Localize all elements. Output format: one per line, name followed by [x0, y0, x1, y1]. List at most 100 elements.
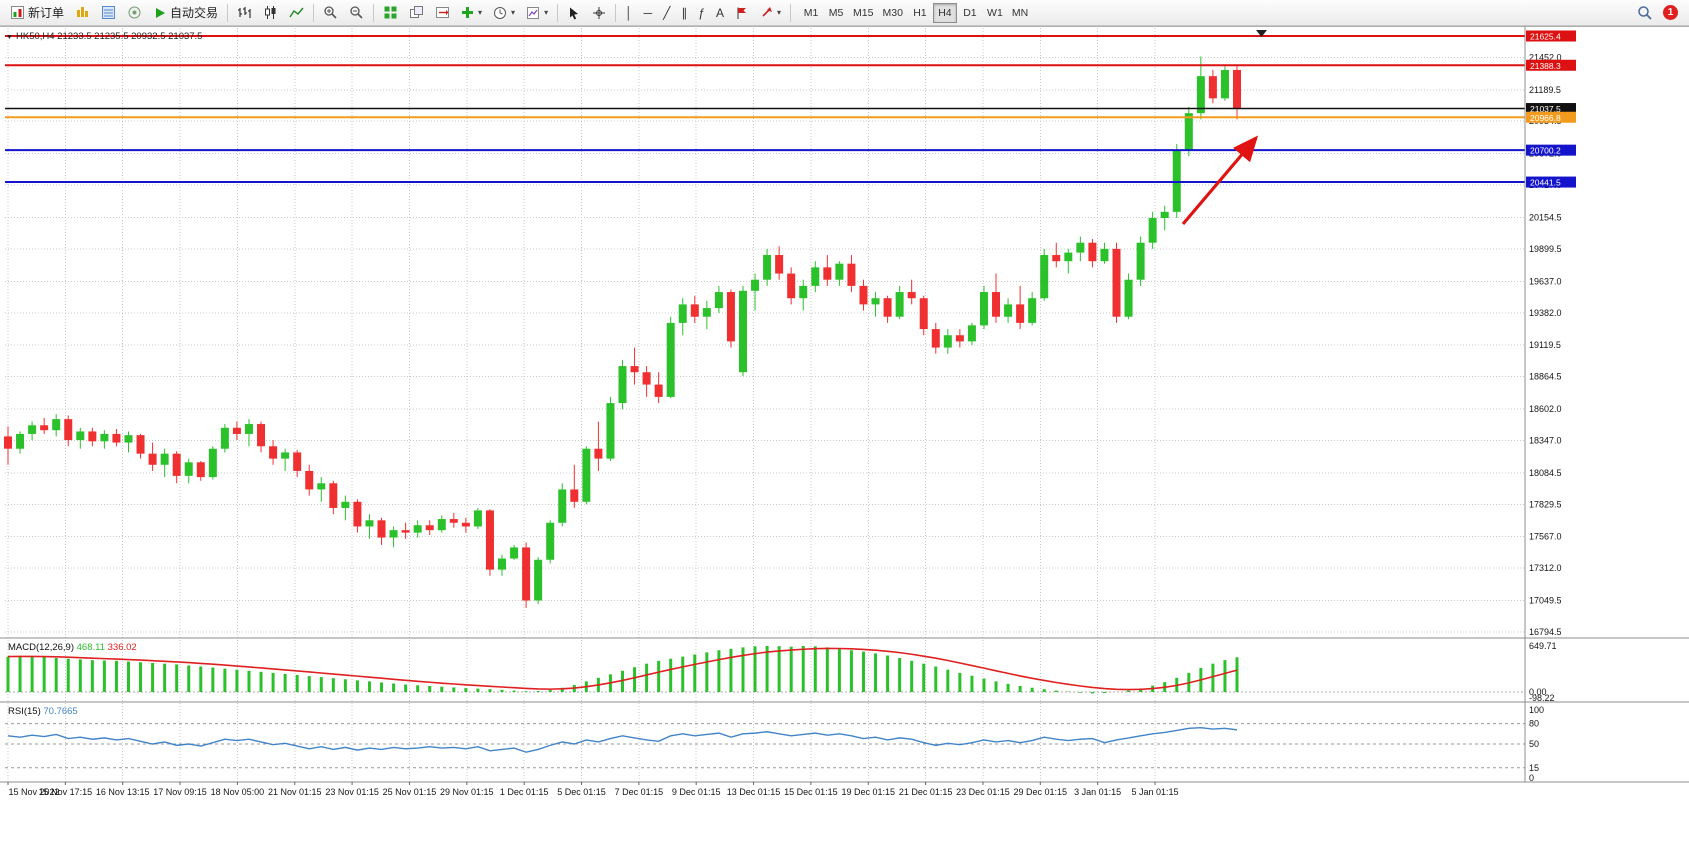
svg-text:5 Dec 01:15: 5 Dec 01:15 — [557, 787, 606, 797]
svg-text:17829.5: 17829.5 — [1529, 499, 1562, 509]
tile-windows-button[interactable] — [378, 2, 403, 24]
periods-button[interactable]: ▾ — [488, 2, 520, 24]
trendline-button[interactable]: ╱ — [658, 2, 675, 24]
svg-text:23 Dec 01:15: 23 Dec 01:15 — [956, 787, 1010, 797]
svg-text:15: 15 — [1529, 763, 1539, 773]
chevron-down-icon: ▾ — [544, 8, 549, 17]
trendline-icon: ╱ — [663, 5, 671, 20]
arrows-tool-button[interactable]: ▾ — [755, 2, 786, 24]
timeframe-m15[interactable]: M15 — [849, 3, 877, 23]
svg-text:25 Nov 01:15: 25 Nov 01:15 — [383, 787, 437, 797]
svg-text:15 Nov 17:15: 15 Nov 17:15 — [39, 787, 93, 797]
timeframe-m30[interactable]: M30 — [878, 3, 906, 23]
chevron-down-icon: ▾ — [478, 8, 483, 17]
candlestick-chart-icon — [265, 6, 276, 19]
svg-text:21189.5: 21189.5 — [1529, 85, 1561, 95]
price-badge-20441.5 — [1526, 176, 1576, 188]
trend-arrow[interactable] — [1181, 135, 1259, 226]
market-watch-button[interactable] — [96, 2, 121, 24]
svg-text:17 Nov 09:15: 17 Nov 09:15 — [153, 787, 207, 797]
chart-shift-marker[interactable] — [1256, 30, 1267, 37]
timeframe-m5[interactable]: M5 — [824, 3, 848, 23]
bar-chart-button[interactable] — [232, 2, 257, 24]
svg-text:16794.5: 16794.5 — [1529, 627, 1562, 637]
cascade-windows-icon — [410, 6, 424, 18]
vertical-line-button[interactable]: │ — [620, 2, 638, 24]
zoom-out-button[interactable] — [344, 2, 369, 24]
community-button[interactable] — [122, 2, 147, 24]
chart-shift-button[interactable] — [430, 2, 455, 24]
zoom-in-icon — [324, 6, 337, 19]
auto-trading-button[interactable]: 自动交易 — [148, 2, 223, 24]
cursor-button[interactable] — [562, 2, 586, 24]
bar-chart-icon — [238, 7, 251, 18]
search-button[interactable] — [1632, 2, 1658, 24]
svg-text:20154.5: 20154.5 — [1529, 212, 1562, 222]
market-watch-icon — [102, 6, 116, 19]
ohlc-readout: HK50,H4 21233.5 21235.5 20932.5 21037.5 — [16, 31, 202, 42]
svg-text:7 Dec 01:15: 7 Dec 01:15 — [615, 787, 664, 797]
chevron-down-icon: ▾ — [777, 8, 782, 17]
svg-text:17312.0: 17312.0 — [1529, 563, 1562, 573]
new-order-button[interactable]: 新订单 — [5, 2, 69, 24]
indicators-add-icon — [462, 7, 474, 18]
svg-text:21388.3: 21388.3 — [1530, 61, 1561, 71]
templates-button[interactable]: ▾ — [521, 2, 553, 24]
timeframe-h1[interactable]: H1 — [908, 3, 932, 23]
timeframe-m1[interactable]: M1 — [799, 3, 823, 23]
auto-trading-label: 自动交易 — [170, 6, 219, 20]
timeframe-h4[interactable]: H4 — [932, 2, 957, 23]
price-badge-21625.4 — [1526, 30, 1576, 42]
price-badge-20700.2 — [1526, 144, 1576, 156]
label-tool-button[interactable] — [730, 2, 754, 24]
label-flag-icon — [737, 7, 747, 19]
channel-button[interactable]: ∥ — [676, 2, 692, 24]
text-tool-icon: A — [716, 5, 725, 20]
macd-label: MACD(12,26,9) 468.11 336.02 — [8, 642, 137, 653]
macd-signal-line — [7, 647, 1238, 691]
timeframe-w1[interactable]: W1 — [983, 3, 1007, 23]
tile-windows-icon — [384, 6, 397, 19]
line-chart-icon — [289, 7, 304, 18]
line-chart-button[interactable] — [284, 2, 309, 24]
svg-text:21 Nov 01:15: 21 Nov 01:15 — [268, 787, 322, 797]
zoom-in-button[interactable] — [318, 2, 343, 24]
svg-text:17049.5: 17049.5 — [1529, 596, 1562, 606]
price-badge-21388.3 — [1526, 59, 1576, 71]
svg-text:23 Nov 01:15: 23 Nov 01:15 — [325, 787, 379, 797]
text-tool-button[interactable]: A — [711, 2, 729, 24]
price-badge-21037.5 — [1526, 103, 1576, 115]
horizontal-line-button[interactable]: ─ — [639, 2, 658, 24]
svg-text:18 Nov 05:00: 18 Nov 05:00 — [211, 787, 265, 797]
candlestick-chart-button[interactable] — [258, 2, 283, 24]
annotations — [1181, 30, 1267, 226]
macd-pane: MACD(12,26,9) 468.11 336.02 649.71 0.00-98… — [5, 641, 1557, 703]
svg-text:29 Dec 01:15: 29 Dec 01:15 — [1014, 787, 1068, 797]
community-icon — [128, 6, 141, 19]
search-icon — [1638, 5, 1652, 20]
svg-text:18864.5: 18864.5 — [1529, 372, 1562, 382]
vertical-line-icon: │ — [625, 5, 633, 20]
svg-text:0.00: 0.00 — [1529, 687, 1547, 697]
timeframe-d1[interactable]: D1 — [958, 3, 982, 23]
svg-text:▼: ▼ — [6, 34, 13, 41]
svg-text:15 Dec 01:15: 15 Dec 01:15 — [784, 787, 838, 797]
svg-text:21625.4: 21625.4 — [1530, 32, 1561, 42]
timeframe-mn[interactable]: MN — [1008, 3, 1032, 23]
indicators-button[interactable]: ▾ — [456, 2, 487, 24]
gridlines — [5, 28, 1525, 782]
arrow-object-icon — [762, 7, 773, 17]
cascade-windows-button[interactable] — [404, 2, 429, 24]
svg-text:5 Jan 01:15: 5 Jan 01:15 — [1131, 787, 1178, 797]
notification-badge[interactable]: 1 — [1663, 5, 1678, 20]
svg-text:20441.5: 20441.5 — [1530, 178, 1561, 188]
svg-text:19119.5: 19119.5 — [1529, 340, 1561, 350]
horizontal-line-icon: ─ — [643, 5, 653, 20]
svg-text:19382.0: 19382.0 — [1529, 308, 1562, 318]
rsi-label: RSI(15) 70.7665 — [8, 706, 78, 717]
crosshair-button[interactable] — [587, 2, 611, 24]
new-chart-button[interactable] — [70, 2, 95, 24]
chart-canvas[interactable]: 21452.021189.520934.520672.020417.020154… — [0, 26, 1689, 866]
fibonacci-button[interactable]: ƒ — [693, 2, 710, 24]
